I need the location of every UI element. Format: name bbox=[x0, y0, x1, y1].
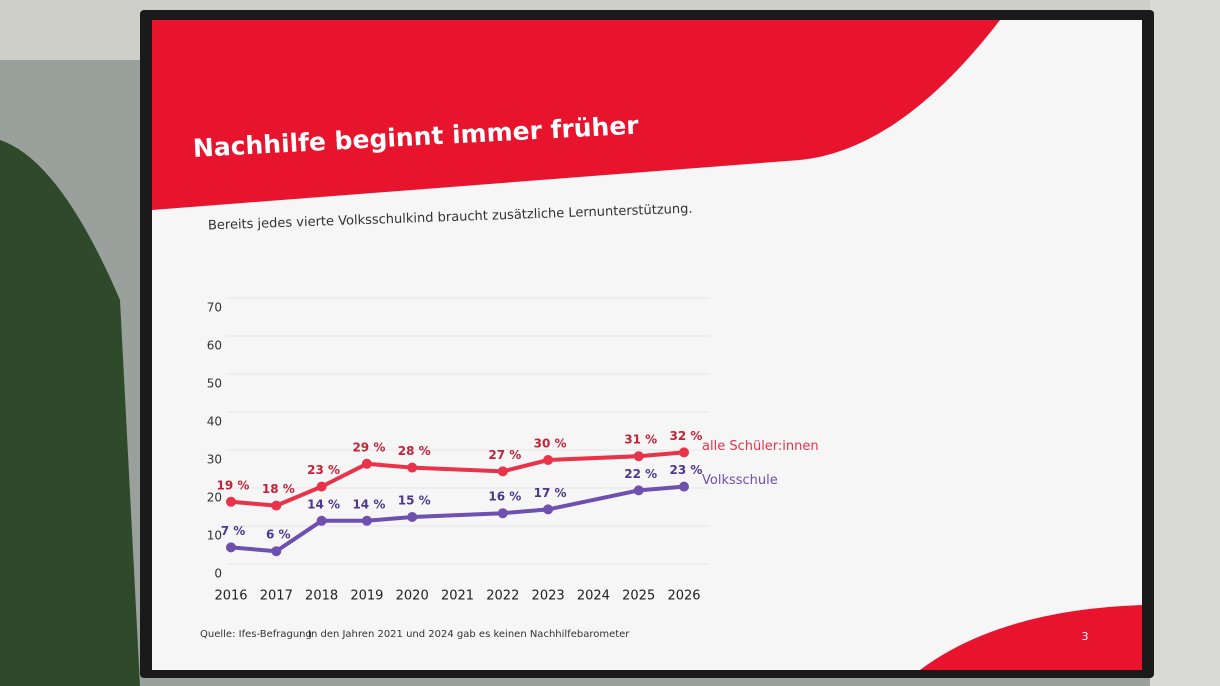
y-tick-label: 10 bbox=[207, 529, 222, 543]
data-label: 14 % bbox=[307, 497, 340, 511]
data-label: 7 % bbox=[221, 524, 246, 538]
data-label: 15 % bbox=[398, 494, 431, 508]
y-tick-label: 40 bbox=[207, 415, 222, 429]
x-tick-label: 2026 bbox=[667, 589, 700, 604]
data-label: 23 % bbox=[670, 463, 703, 477]
data-label: 28 % bbox=[398, 444, 431, 458]
plant bbox=[0, 140, 140, 686]
y-tick-label: 70 bbox=[207, 301, 222, 315]
y-tick-label: 30 bbox=[207, 453, 222, 467]
data-label: 16 % bbox=[488, 490, 521, 504]
data-point bbox=[226, 496, 236, 507]
x-tick-label: 2020 bbox=[396, 589, 429, 604]
data-label: 23 % bbox=[307, 463, 340, 477]
data-label: 14 % bbox=[352, 497, 385, 511]
x-tick-label: 2025 bbox=[622, 589, 655, 604]
x-tick-label: 2019 bbox=[350, 589, 383, 604]
data-point bbox=[271, 500, 282, 511]
header-band bbox=[152, 20, 1000, 210]
data-point bbox=[679, 481, 689, 492]
data-point bbox=[497, 508, 508, 519]
x-tick-label: 2023 bbox=[532, 589, 565, 604]
data-label: 22 % bbox=[624, 467, 657, 481]
data-point bbox=[407, 462, 418, 473]
data-point bbox=[271, 546, 282, 557]
data-point bbox=[543, 504, 554, 515]
data-label: 19 % bbox=[217, 478, 250, 492]
source: Quelle: Ifes-Befragung bbox=[200, 629, 312, 640]
data-point bbox=[316, 481, 327, 492]
data-label: 6 % bbox=[266, 528, 291, 542]
x-tick-label: 2018 bbox=[305, 589, 338, 604]
y-tick-label: 0 bbox=[214, 567, 222, 581]
data-point bbox=[679, 447, 689, 458]
data-point bbox=[226, 542, 236, 553]
x-tick-label: 2016 bbox=[214, 589, 247, 604]
legend-label: alle Schüler:innen bbox=[702, 439, 819, 454]
x-tick-label: 2024 bbox=[577, 589, 610, 604]
data-point bbox=[497, 466, 508, 477]
data-point bbox=[407, 512, 418, 522]
data-point bbox=[361, 458, 372, 469]
x-tick-label: 2017 bbox=[260, 589, 293, 604]
x-tick-label: 2021 bbox=[441, 589, 474, 604]
data-point bbox=[316, 515, 327, 526]
data-point bbox=[543, 455, 554, 465]
data-point bbox=[633, 451, 644, 462]
y-tick-label: 60 bbox=[207, 339, 222, 353]
data-label: 18 % bbox=[262, 482, 295, 496]
data-label: 17 % bbox=[534, 486, 567, 500]
corner-band bbox=[920, 605, 1142, 670]
y-tick-label: 50 bbox=[207, 377, 222, 391]
data-label: 30 % bbox=[534, 437, 567, 451]
data-label: 27 % bbox=[488, 448, 521, 462]
plot: 0 10 20 30 40 50 60 70 2016 2017 2018 2019 2020 2021 2… bbox=[207, 297, 819, 604]
legend-label: Volksschule bbox=[702, 473, 778, 488]
page-number: 3 bbox=[1082, 630, 1089, 643]
footnote: In den Jahren 2021 und 2024 gab es keine… bbox=[308, 629, 630, 640]
data-point bbox=[361, 515, 372, 526]
data-label: 32 % bbox=[670, 429, 703, 443]
data-label: 31 % bbox=[624, 433, 657, 447]
data-label: 29 % bbox=[352, 440, 385, 454]
data-point bbox=[633, 485, 644, 496]
y-tick-label: 20 bbox=[207, 491, 222, 505]
x-tick-label: 2022 bbox=[486, 589, 519, 604]
wall bbox=[1150, 0, 1220, 686]
